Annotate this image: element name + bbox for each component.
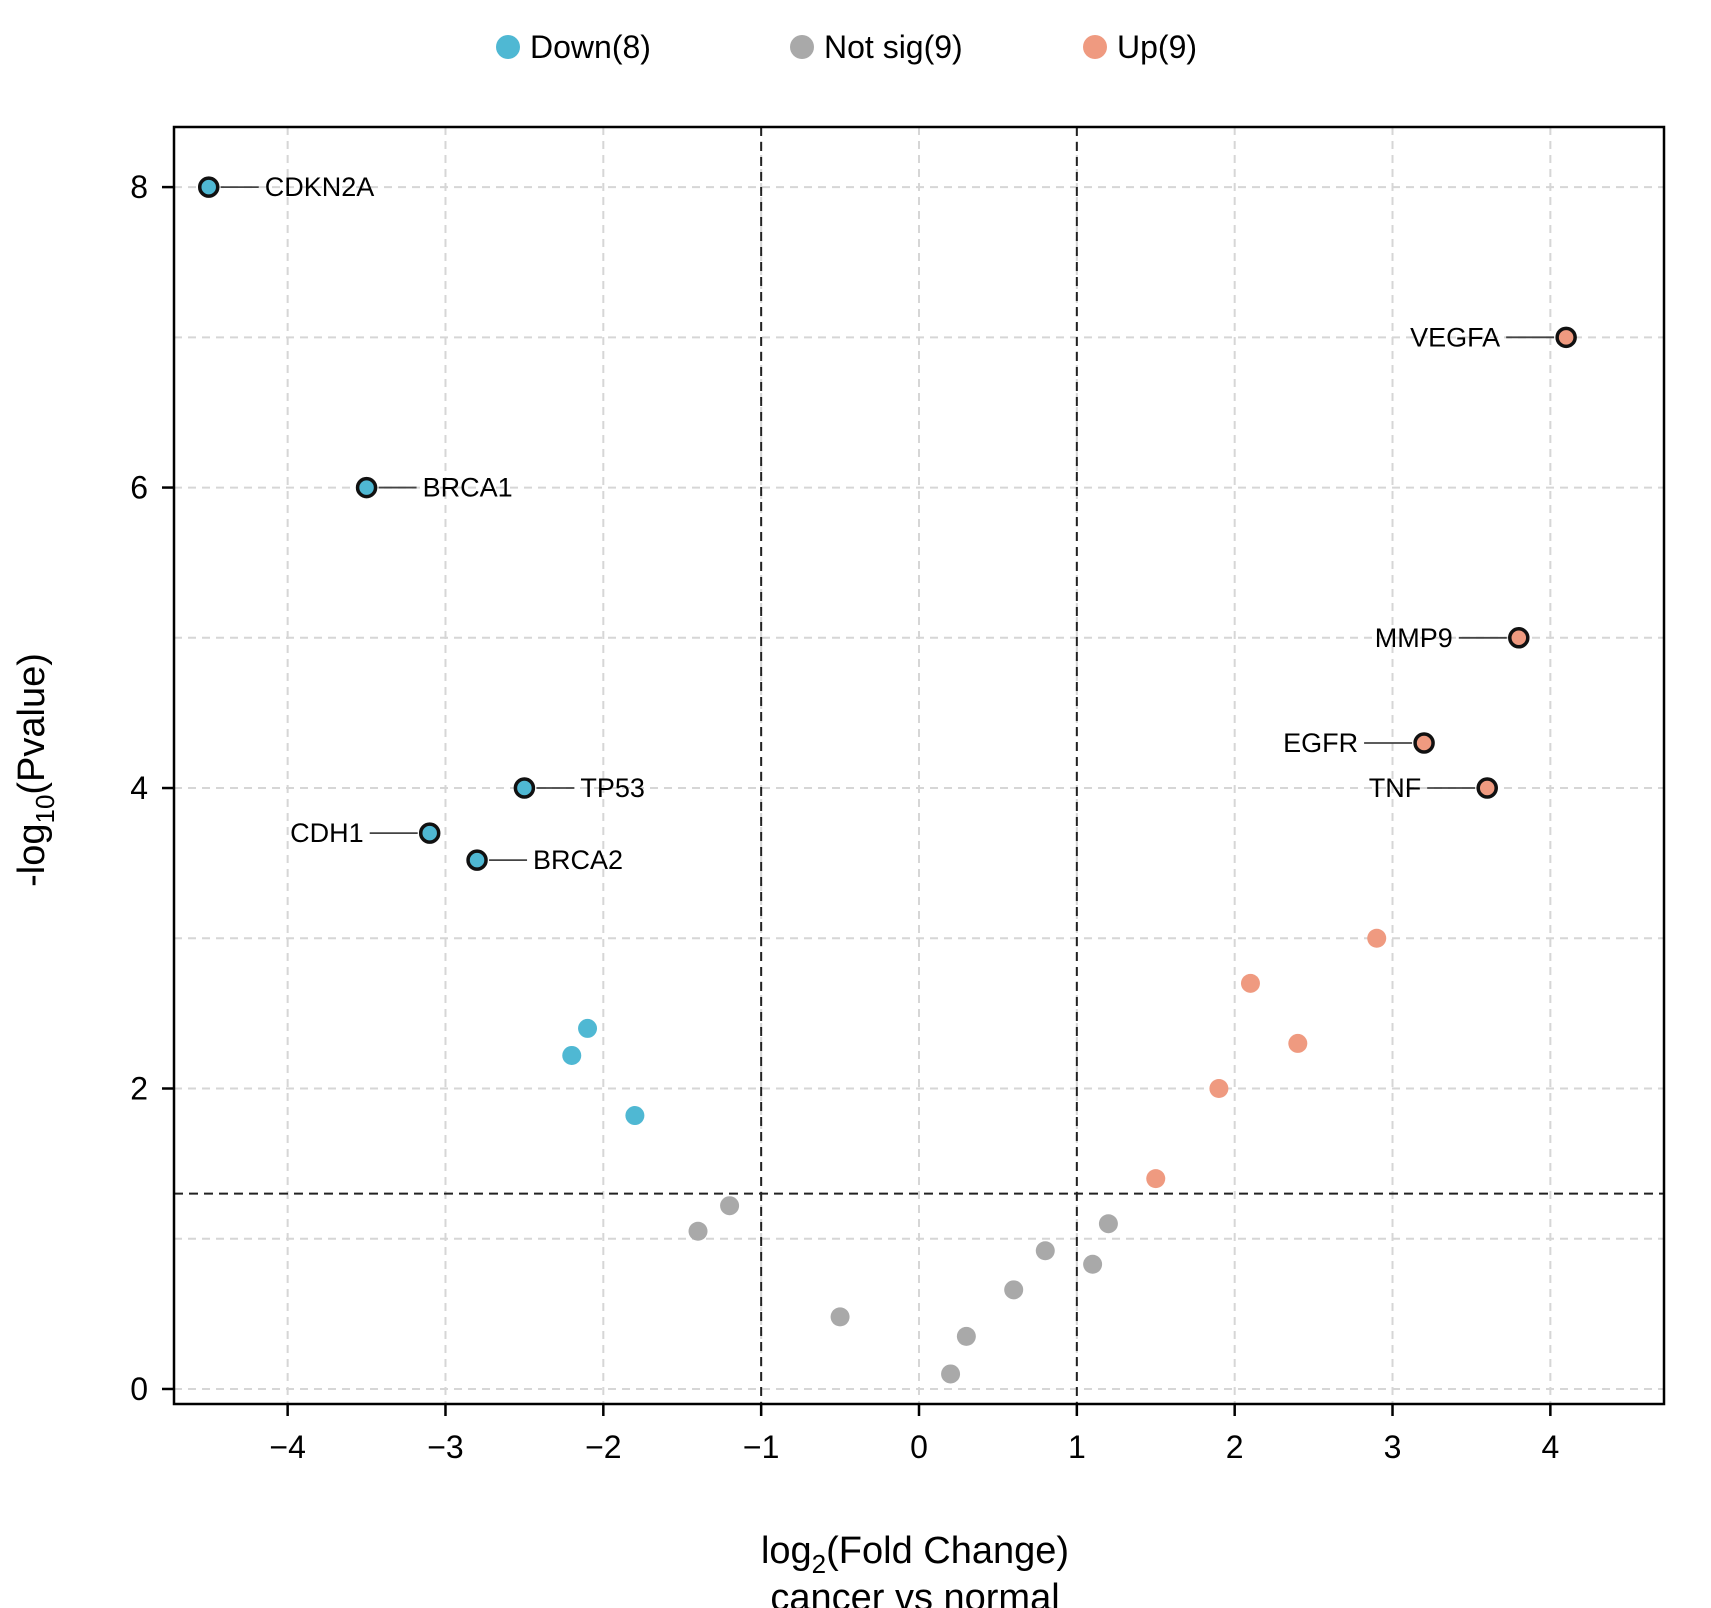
data-point-up bbox=[1413, 732, 1435, 754]
x-axis-label-rest: (Fold Change) bbox=[826, 1530, 1069, 1572]
x-tick-label: −2 bbox=[585, 1429, 621, 1465]
data-point-down bbox=[513, 777, 536, 799]
data-point-down bbox=[466, 849, 488, 871]
data-point-not-sig bbox=[941, 1364, 961, 1384]
gene-label: TNF bbox=[1369, 773, 1421, 803]
gene-labels: CDKN2A BRCA1 TP53 CDH1 BRCA2 VEGFA MMP9 EGFR TNF bbox=[220, 172, 1555, 875]
data-point-up bbox=[1508, 627, 1530, 649]
x-tick-label: 1 bbox=[1068, 1429, 1086, 1465]
legend-label: Down(8) bbox=[530, 29, 651, 65]
grid bbox=[174, 127, 1664, 1404]
data-point-not-sig bbox=[956, 1326, 976, 1346]
gene-label: CDH1 bbox=[290, 818, 364, 848]
x-axis-label: log2(Fold Change) bbox=[761, 1530, 1069, 1579]
data-points bbox=[197, 176, 1577, 1384]
y-tick-label: 6 bbox=[130, 470, 148, 506]
legend-item: Down(8) bbox=[496, 29, 651, 65]
legend-marker bbox=[496, 35, 520, 59]
data-point-down bbox=[625, 1106, 645, 1126]
data-point-down bbox=[197, 176, 220, 198]
y-tick-label: 0 bbox=[130, 1371, 148, 1407]
data-point-down bbox=[562, 1045, 582, 1065]
y-axis-label-main: -log bbox=[11, 824, 53, 887]
x-tick-label: 0 bbox=[910, 1429, 928, 1465]
y-tick-label: 2 bbox=[130, 1071, 148, 1107]
x-tick-label: 2 bbox=[1226, 1429, 1244, 1465]
legend-marker bbox=[790, 35, 814, 59]
gene-label: VEGFA bbox=[1410, 322, 1500, 352]
gene-label: MMP9 bbox=[1375, 623, 1453, 653]
legend-item: Up(9) bbox=[1083, 29, 1197, 65]
data-point-down bbox=[418, 822, 441, 844]
data-point-not-sig bbox=[1004, 1280, 1024, 1300]
gene-label: EGFR bbox=[1283, 728, 1358, 758]
gene-label: TP53 bbox=[580, 773, 645, 803]
legend-marker bbox=[1083, 35, 1107, 59]
data-point-not-sig bbox=[830, 1307, 850, 1327]
y-axis-label-sub: 10 bbox=[30, 795, 60, 824]
axes: −4 −3 −2 −1 0 1 2 3 4 0 2 4 6 8 bbox=[130, 125, 1666, 1465]
y-tick-label: 8 bbox=[130, 169, 148, 205]
y-axis-label-rest: (Pvalue) bbox=[11, 653, 53, 795]
x-axis-label-line2: cancer vs normal bbox=[770, 1577, 1059, 1608]
legend-label: Not sig(9) bbox=[824, 29, 963, 65]
data-point-up bbox=[1209, 1079, 1229, 1099]
data-point-up bbox=[1146, 1169, 1166, 1189]
data-point-up bbox=[1476, 777, 1498, 799]
data-point-not-sig bbox=[1035, 1241, 1055, 1261]
gene-label: BRCA2 bbox=[533, 845, 623, 875]
x-tick-label: −4 bbox=[269, 1429, 305, 1465]
legend-label: Up(9) bbox=[1117, 29, 1197, 65]
data-point-up bbox=[1288, 1033, 1308, 1053]
data-point-down bbox=[355, 476, 378, 499]
legend-item: Not sig(9) bbox=[790, 29, 963, 65]
y-axis-label: -log10(Pvalue) bbox=[11, 653, 60, 887]
legend: Down(8) Not sig(9) Up(9) bbox=[496, 29, 1197, 65]
data-point-not-sig bbox=[1098, 1214, 1118, 1234]
data-point-not-sig bbox=[1083, 1254, 1103, 1274]
data-point-up bbox=[1240, 973, 1260, 993]
x-axis-label-main: log bbox=[761, 1530, 812, 1572]
data-point-down bbox=[578, 1018, 598, 1038]
threshold-lines bbox=[174, 127, 1664, 1404]
data-point-not-sig bbox=[720, 1196, 740, 1216]
data-point-up bbox=[1367, 928, 1387, 948]
x-tick-label: 3 bbox=[1384, 1429, 1402, 1465]
x-axis-label-sub: 2 bbox=[812, 1549, 826, 1579]
x-tick-label: −3 bbox=[427, 1429, 463, 1465]
gene-label: BRCA1 bbox=[423, 473, 513, 503]
x-tick-label: −1 bbox=[743, 1429, 779, 1465]
gene-label: CDKN2A bbox=[265, 172, 375, 202]
y-tick-label: 4 bbox=[130, 770, 148, 806]
data-point-not-sig bbox=[688, 1221, 708, 1241]
data-point-up bbox=[1555, 326, 1577, 349]
x-tick-label: 4 bbox=[1541, 1429, 1559, 1465]
